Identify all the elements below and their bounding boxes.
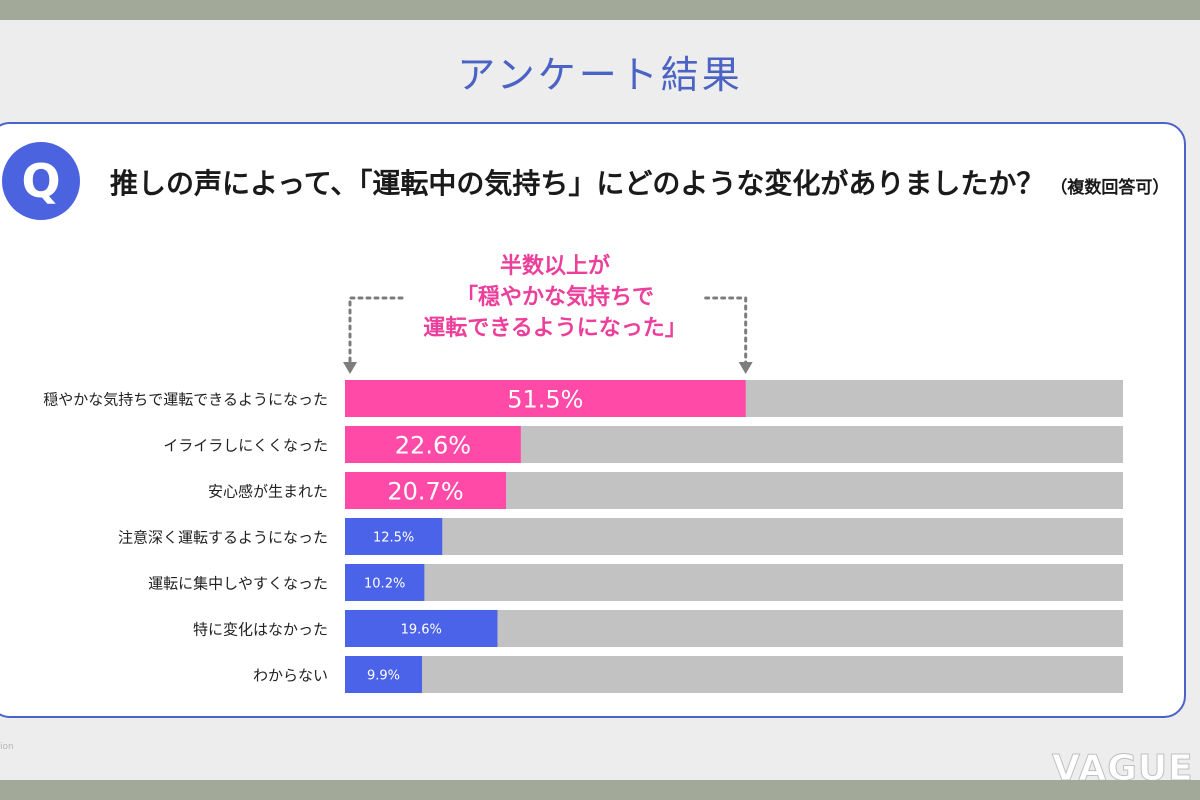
bar bbox=[345, 656, 423, 693]
category-label: 穏やかな気持ちで運転できるようになった bbox=[43, 391, 328, 409]
callout-arrow-right bbox=[704, 296, 748, 368]
category-label: 安心感が生まれた bbox=[208, 483, 328, 501]
bar-track bbox=[345, 564, 1123, 601]
bar-track bbox=[345, 656, 1123, 693]
category-label: イライラしにくくなった bbox=[163, 437, 328, 455]
question-note: （複数回答可） bbox=[1050, 178, 1170, 198]
bar bbox=[345, 426, 521, 463]
callout-arrow-left bbox=[348, 296, 404, 368]
footer-fragment: ion bbox=[0, 742, 14, 752]
bar bbox=[345, 518, 443, 555]
callout-line-2: 「穏やかな気持ちで bbox=[455, 285, 654, 310]
bar bbox=[345, 380, 746, 417]
bar bbox=[345, 610, 498, 647]
callout-line-1: 半数以上が bbox=[499, 254, 610, 279]
question-text: 推しの声によって、「運転中の気持ち」にどのような変化がありましたか？ （複数回答可… bbox=[110, 162, 1169, 202]
category-label: 特に変化はなかった bbox=[193, 621, 328, 639]
bar bbox=[345, 564, 425, 601]
arrowhead-left bbox=[343, 362, 357, 374]
category-label: わからない bbox=[253, 667, 328, 685]
arrowhead-right bbox=[738, 362, 753, 374]
question-main: 推しの声によって、「運転中の気持ち」にどのような変化がありましたか？ bbox=[110, 167, 1045, 200]
category-label: 運転に集中しやすくなった bbox=[148, 575, 328, 593]
value-label: 22.6% bbox=[395, 432, 471, 460]
bar-track bbox=[345, 518, 1123, 555]
category-label: 注意深く運転するようになった bbox=[118, 529, 328, 547]
value-label: 10.2% bbox=[364, 577, 405, 592]
value-label: 51.5% bbox=[507, 386, 583, 414]
value-label: 20.7% bbox=[387, 478, 463, 506]
question-badge: Q bbox=[2, 142, 80, 220]
page-title: アンケート結果 bbox=[457, 53, 743, 97]
value-label: 12.5% bbox=[373, 531, 414, 546]
callout-line-3: 運転できるようになった」 bbox=[423, 316, 687, 341]
value-label: 9.9% bbox=[367, 669, 400, 684]
top-band bbox=[0, 0, 1200, 20]
callout: 半数以上が 「穏やかな気持ちで 運転できるようになった」 bbox=[390, 251, 720, 344]
value-label: 19.6% bbox=[401, 623, 442, 638]
bar bbox=[345, 472, 507, 509]
bottom-band bbox=[0, 780, 1200, 800]
